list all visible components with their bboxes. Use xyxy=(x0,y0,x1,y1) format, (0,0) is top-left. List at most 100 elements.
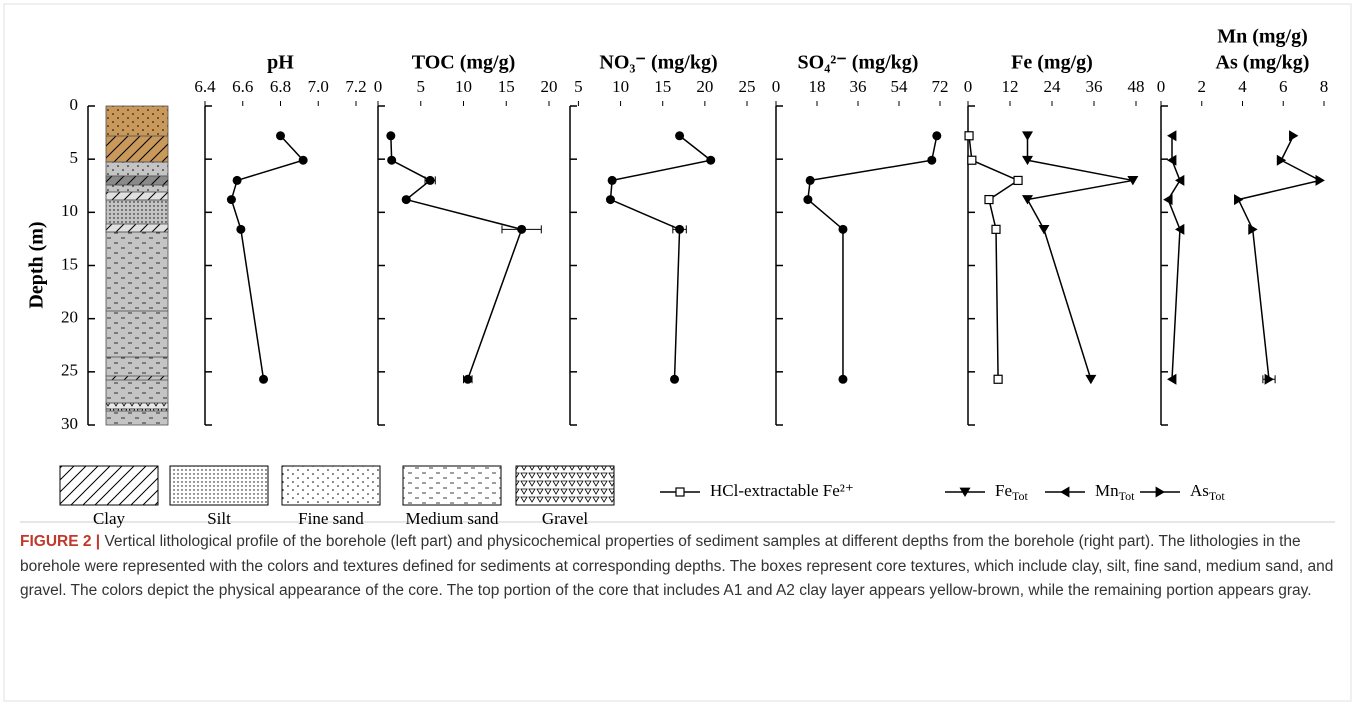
lithology-swatch-texture xyxy=(516,466,614,505)
lithology-label: Fine sand xyxy=(298,509,364,528)
x-tick-label: 24 xyxy=(1044,77,1062,96)
legend-name-sub: Tot xyxy=(1119,489,1135,503)
x-tick-label: 5 xyxy=(417,77,426,96)
depth-tick-label: 30 xyxy=(61,414,78,433)
y-axis-label: Depth (m) xyxy=(26,221,48,308)
legend-name: As xyxy=(1190,481,1209,500)
marker xyxy=(806,176,815,185)
series-line xyxy=(1028,136,1133,380)
legend-name-sub: Tot xyxy=(1012,489,1028,503)
marker xyxy=(992,225,1000,233)
marker xyxy=(1038,225,1049,234)
marker xyxy=(299,156,308,165)
lithology-swatch-texture xyxy=(282,466,380,505)
x-tick-label: 10 xyxy=(455,77,472,96)
caption: FIGURE 2 | Vertical lithological profile… xyxy=(20,530,1335,604)
marker xyxy=(1060,487,1069,498)
marker xyxy=(675,131,684,140)
series-line xyxy=(808,136,937,380)
series-line xyxy=(969,136,1018,380)
x-tick-label: 0 xyxy=(1157,77,1166,96)
lithology-column xyxy=(106,106,168,425)
marker xyxy=(1085,375,1096,384)
series-line xyxy=(231,136,303,380)
panel-title: pH xyxy=(267,52,294,74)
marker xyxy=(227,195,236,204)
marker xyxy=(1022,195,1033,204)
x-tick-label: 0 xyxy=(374,77,383,96)
lithology-swatch-texture xyxy=(170,466,268,505)
series-line xyxy=(1238,136,1320,380)
lithology-label: Silt xyxy=(207,509,231,528)
depth-tick-label: 5 xyxy=(70,148,79,167)
x-tick-label: 20 xyxy=(541,77,558,96)
depth-tick-label: 10 xyxy=(61,201,78,220)
marker xyxy=(1277,155,1286,166)
depth-tick-label: 25 xyxy=(61,361,78,380)
marker xyxy=(1175,175,1184,186)
marker xyxy=(608,176,617,185)
marker xyxy=(236,225,245,234)
marker xyxy=(838,225,847,234)
marker xyxy=(276,131,285,140)
x-tick-label: 15 xyxy=(654,77,671,96)
x-tick-label: 12 xyxy=(1002,77,1019,96)
legend-name: HCl-extractable Fe²⁺ xyxy=(710,481,854,500)
series-line xyxy=(610,136,710,380)
x-tick-label: 20 xyxy=(696,77,713,96)
marker xyxy=(517,225,526,234)
marker xyxy=(386,131,395,140)
marker xyxy=(233,176,242,185)
panel-title: NO₃⁻ (mg/kg) xyxy=(599,52,717,74)
marker xyxy=(670,375,679,384)
series-line xyxy=(391,136,522,380)
marker xyxy=(985,196,993,204)
depth-tick-label: 15 xyxy=(61,254,78,273)
lithology-swatch-texture xyxy=(403,466,501,505)
lithology-swatch-texture xyxy=(60,466,158,505)
x-tick-label: 2 xyxy=(1198,77,1207,96)
x-tick-label: 18 xyxy=(809,77,826,96)
x-tick-label: 54 xyxy=(891,77,909,96)
marker xyxy=(838,375,847,384)
marker xyxy=(606,195,615,204)
marker xyxy=(965,132,973,140)
panel-title: Fe (mg/g) xyxy=(1011,52,1093,74)
panel-title: SO₄²⁻ (mg/kg) xyxy=(798,52,919,74)
marker xyxy=(676,488,684,496)
depth-tick-label: 20 xyxy=(61,308,78,327)
panel-title: TOC (mg/g) xyxy=(412,52,516,74)
x-tick-label: 36 xyxy=(850,77,867,96)
x-tick-label: 7.2 xyxy=(345,77,366,96)
marker xyxy=(675,225,684,234)
x-tick-label: 0 xyxy=(772,77,781,96)
marker xyxy=(968,156,976,164)
marker xyxy=(1014,176,1022,184)
x-tick-label: 6.4 xyxy=(194,77,216,96)
legend-label: MnTot xyxy=(1095,481,1135,503)
caption-text: Vertical lithological profile of the bor… xyxy=(20,533,1333,599)
series-line xyxy=(1168,136,1180,380)
legend-name: Mn xyxy=(1095,481,1119,500)
x-tick-label: 6.8 xyxy=(270,77,291,96)
x-tick-label: 72 xyxy=(932,77,949,96)
marker xyxy=(426,176,435,185)
lithology-label: Gravel xyxy=(542,509,589,528)
marker xyxy=(402,195,411,204)
marker xyxy=(1163,194,1172,205)
legend-label: AsTot xyxy=(1190,481,1225,503)
x-tick-label: 36 xyxy=(1086,77,1103,96)
marker xyxy=(1022,131,1033,140)
legend-label: FeTot xyxy=(995,481,1028,503)
marker xyxy=(1234,194,1243,205)
marker xyxy=(463,375,472,384)
x-tick-label: 4 xyxy=(1238,77,1247,96)
lithology-label: Medium sand xyxy=(405,509,499,528)
x-tick-label: 0 xyxy=(964,77,973,96)
page: 051015202530Depth (m)6.46.66.87.07.2pH05… xyxy=(0,0,1355,705)
marker xyxy=(927,156,936,165)
panel-title: Mn (mg/g) xyxy=(1217,26,1308,48)
x-tick-label: 5 xyxy=(574,77,583,96)
marker xyxy=(1289,130,1298,141)
legend-label: HCl-extractable Fe²⁺ xyxy=(710,481,854,500)
